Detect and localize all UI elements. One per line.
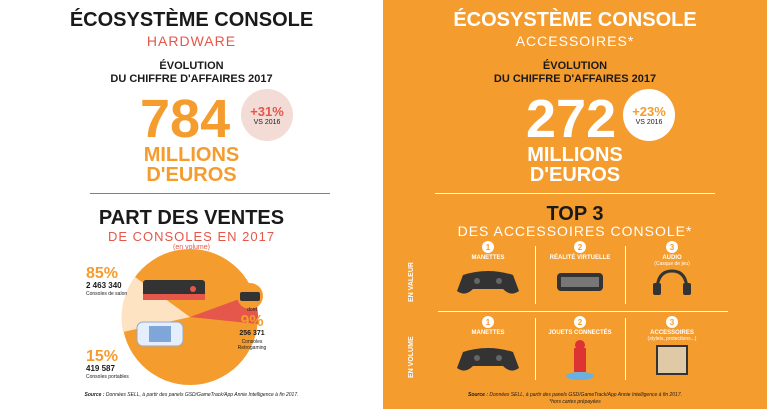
sales-pie-chart [121,249,259,385]
col-separator [535,318,536,380]
handheld-console-icon [136,321,184,347]
divider [90,193,330,194]
evolution-line2: DU CHIFFRE D'AFFAIRES 2017 [110,73,273,85]
portable-count: 419 587 [86,364,115,373]
evolution-line1: ÉVOLUTION [542,60,608,72]
volume-item-3: 3 ACCESSOIRES (stylets, protections...) [627,316,717,383]
row-label-valeur: EN VALEUR [408,262,415,302]
growth-pct: +31% [250,104,284,119]
growth-vs: VS 2016 [253,119,281,126]
unit-line2: D'EUROS [529,164,621,186]
rank-badge: 3 [666,316,678,328]
growth-badge: +23% VS 2016 [623,89,675,141]
hardware-subtitle: HARDWARE [146,33,237,49]
item-label: ACCESSOIRES [650,330,694,336]
sales-note: (en volume) [173,244,210,251]
gamepad-icon [457,271,519,294]
revenue-value: 272 [526,89,617,149]
row-label-volume: EN VOLUME [408,336,415,378]
unit-line1: MILLIONS [527,144,623,166]
retro-console-icon [237,283,263,309]
divider [435,193,715,194]
rank-badge: 2 [574,316,586,328]
accessories-source: Source : Données SELL, à partir des pane… [383,392,767,398]
col-separator [625,246,626,304]
retro-prefix: dont [247,307,257,313]
evolution-line1: ÉVOLUTION [159,60,224,72]
col-separator [625,318,626,380]
volume-item-2: 2 JOUETS CONNECTÉS [535,316,625,387]
item-label: JOUETS CONNECTÉS [548,330,612,336]
unit-line1: MILLIONS [143,144,240,166]
col-separator [535,246,536,304]
item-label: MANETTES [471,255,505,261]
item-label: MANETTES [471,330,505,336]
valeur-item-3: 3 AUDIO (Casque de jeu) [627,241,717,302]
top3-title: TOP 3 [546,203,604,225]
headphones-icon [653,269,691,295]
sales-subtitle: DE CONSOLES EN 2017 [107,229,276,244]
row-separator [438,311,728,312]
accessories-subtitle: ACCESSOIRES* [515,33,635,49]
hardware-source: Source : Données SELL, à partir des pane… [0,392,383,398]
connected-toy-icon [566,340,594,380]
item-label: RÉALITÉ VIRTUELLE [549,255,611,261]
evolution-line2: DU CHIFFRE D'AFFAIRES 2017 [493,73,657,85]
sales-title: PART DES VENTES [98,207,285,229]
rank-badge: 1 [482,316,494,328]
item-label: AUDIO [662,255,682,261]
growth-badge: +31% VS 2016 [241,89,293,141]
salon-pct: 85% [86,265,119,282]
growth-pct: +23% [632,104,666,119]
vr-headset-icon [557,273,603,291]
volume-item-1: 1 MANETTES [445,316,531,381]
accessories-title: ÉCOSYSTÈME CONSOLE [453,9,697,31]
revenue-value: 784 [140,89,231,149]
valeur-item-2: 2 RÉALITÉ VIRTUELLE [535,241,625,302]
footnote: *hors cartes prépayées [549,399,601,405]
retro-label2: Retrogaming [237,345,267,351]
item-note: (Casque de jeu) [654,261,690,267]
rank-badge: 2 [574,241,586,253]
retro-label1: Consoles [241,339,263,345]
retro-pct: 9% [240,313,264,330]
retro-count: 256 371 [239,330,265,337]
screen-protector-icon [656,345,688,375]
hardware-title: ÉCOSYSTÈME CONSOLE [69,9,314,31]
source-text: Données SELL, à partir des panels GSD/Ga… [489,392,683,398]
portable-pct: 15% [86,348,119,365]
source-label: Source : [467,392,488,398]
hardware-panel: ÉCOSYSTÈME CONSOLE HARDWARE ÉVOLUTION DU… [0,0,383,409]
rank-badge: 3 [666,241,678,253]
portable-label: Consoles portables [86,374,129,380]
accessories-panel: ÉCOSYSTÈME CONSOLE ACCESSOIRES* ÉVOLUTIO… [383,0,767,409]
salon-count: 2 463 340 [86,281,122,290]
salon-label: Consoles de salon [86,291,128,297]
portable-slice [121,277,190,332]
growth-vs: VS 2016 [635,119,663,126]
source-label: Source : [84,392,105,398]
unit-line2: D'EUROS [146,164,237,186]
item-note: (stylets, protections...) [647,336,697,342]
rank-badge: 1 [482,241,494,253]
home-console-icon [143,280,205,300]
valeur-item-1: 1 MANETTES [445,241,531,302]
top3-subtitle: DES ACCESSOIRES CONSOLE* [457,223,693,239]
source-text: Données SELL, à partir des panels GSD/Ga… [105,392,299,398]
gamepad-icon [457,348,519,371]
